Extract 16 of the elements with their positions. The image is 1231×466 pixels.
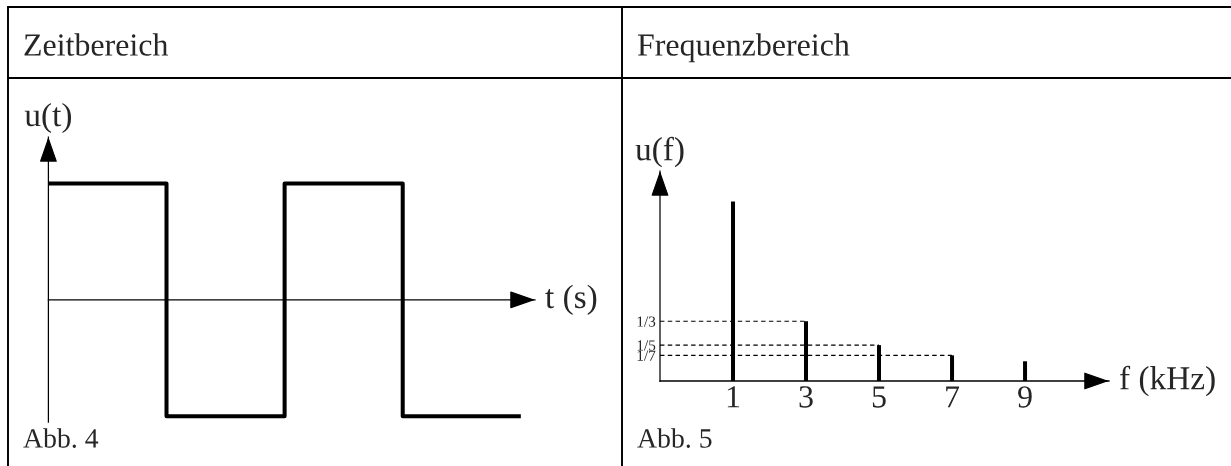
y-tick-label: 1/5 xyxy=(637,340,656,351)
caption: Abb. 4 xyxy=(23,428,99,448)
y-axis-title: u(f) xyxy=(635,136,684,168)
y-tick-label: 1/7 xyxy=(637,350,656,361)
caption: Abb. 5 xyxy=(637,428,712,448)
chart-title: Frequenzbereich xyxy=(637,33,850,63)
x-axis-title: t (s) xyxy=(545,284,597,315)
y-axis-title: u(t) xyxy=(24,102,71,134)
x-tick-label: 9 xyxy=(1018,386,1032,408)
x-tick-label: 3 xyxy=(799,386,813,408)
x-tick-label: 1 xyxy=(727,386,740,408)
x-axis-title: f (kHz) xyxy=(1120,365,1215,397)
chart-title: Zeitbereich xyxy=(24,33,169,56)
x-tick-label: 5 xyxy=(872,386,886,408)
x-tick-label: 7 xyxy=(946,386,960,408)
y-tick-label: 1/3 xyxy=(637,316,656,327)
